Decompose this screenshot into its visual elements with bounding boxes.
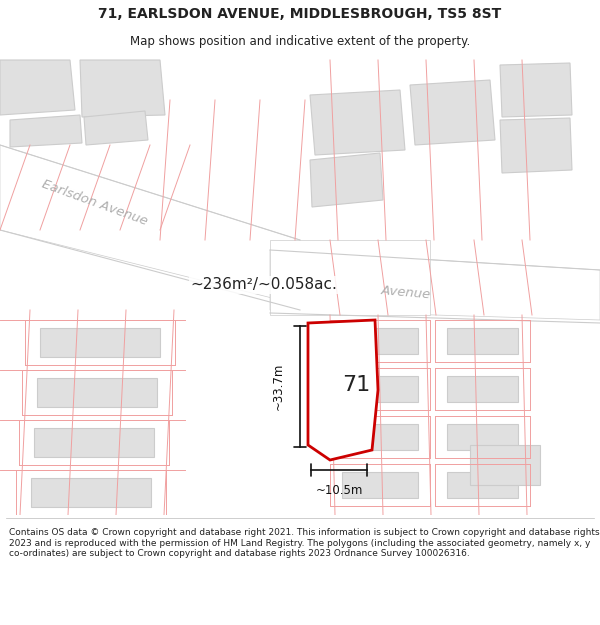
Polygon shape xyxy=(34,428,154,457)
Text: Avenue: Avenue xyxy=(380,284,431,302)
Polygon shape xyxy=(342,424,418,450)
Polygon shape xyxy=(310,153,383,207)
Text: Contains OS data © Crown copyright and database right 2021. This information is : Contains OS data © Crown copyright and d… xyxy=(9,528,599,558)
Polygon shape xyxy=(270,240,430,315)
Text: Earlsdon Avenue: Earlsdon Avenue xyxy=(40,177,149,228)
Polygon shape xyxy=(31,478,151,507)
Text: 71, EARLSDON AVENUE, MIDDLESBROUGH, TS5 8ST: 71, EARLSDON AVENUE, MIDDLESBROUGH, TS5 … xyxy=(98,7,502,21)
Polygon shape xyxy=(342,376,418,402)
Polygon shape xyxy=(500,63,572,117)
Polygon shape xyxy=(447,472,518,498)
Polygon shape xyxy=(447,424,518,450)
Polygon shape xyxy=(40,328,160,357)
Text: 71: 71 xyxy=(343,374,371,394)
Polygon shape xyxy=(84,111,148,145)
Polygon shape xyxy=(410,80,495,145)
Polygon shape xyxy=(37,378,157,407)
Polygon shape xyxy=(500,118,572,173)
Polygon shape xyxy=(447,376,518,402)
Text: ~236m²/~0.058ac.: ~236m²/~0.058ac. xyxy=(190,278,337,292)
Polygon shape xyxy=(308,320,378,460)
Polygon shape xyxy=(310,90,405,155)
Polygon shape xyxy=(447,328,518,354)
Text: Map shows position and indicative extent of the property.: Map shows position and indicative extent… xyxy=(130,35,470,48)
Polygon shape xyxy=(342,328,418,354)
Text: ~33.7m: ~33.7m xyxy=(271,362,284,410)
Polygon shape xyxy=(80,60,165,117)
Polygon shape xyxy=(470,445,540,485)
Polygon shape xyxy=(270,250,600,320)
Polygon shape xyxy=(342,472,418,498)
Text: ~10.5m: ~10.5m xyxy=(316,484,362,496)
Polygon shape xyxy=(0,145,300,305)
Polygon shape xyxy=(10,115,82,147)
Polygon shape xyxy=(0,60,75,115)
